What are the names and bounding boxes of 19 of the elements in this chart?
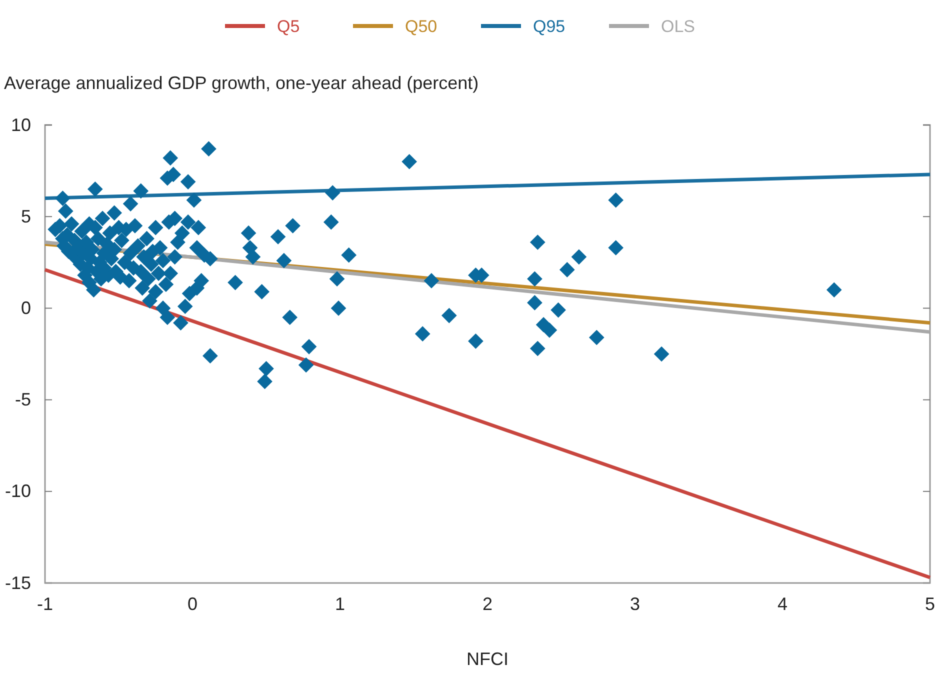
x-tick-label: 4 xyxy=(777,594,788,614)
x-tick-label: 2 xyxy=(482,594,493,614)
x-tick-label: 5 xyxy=(924,594,936,614)
legend-label: OLS xyxy=(661,17,696,36)
x-tick-label: 0 xyxy=(187,594,198,614)
x-tick-label: 1 xyxy=(334,594,346,614)
x-axis-title: NFCI xyxy=(466,649,508,669)
legend-label: Q50 xyxy=(405,17,438,36)
y-tick-label: -10 xyxy=(4,481,31,502)
y-tick-label: 0 xyxy=(20,298,31,318)
y-tick-label: -5 xyxy=(14,390,31,410)
x-tick-label: -1 xyxy=(36,594,54,614)
y-tick-label: 5 xyxy=(20,206,31,226)
legend-label: Q95 xyxy=(533,17,566,36)
y-tick-label: -15 xyxy=(4,572,31,593)
x-tick-label: 3 xyxy=(630,594,640,614)
y-axis-title: Average annualized GDP growth, one-year ahead (percent) xyxy=(4,73,479,93)
legend-label: Q5 xyxy=(277,17,300,36)
y-tick-label: 10 xyxy=(10,114,31,135)
